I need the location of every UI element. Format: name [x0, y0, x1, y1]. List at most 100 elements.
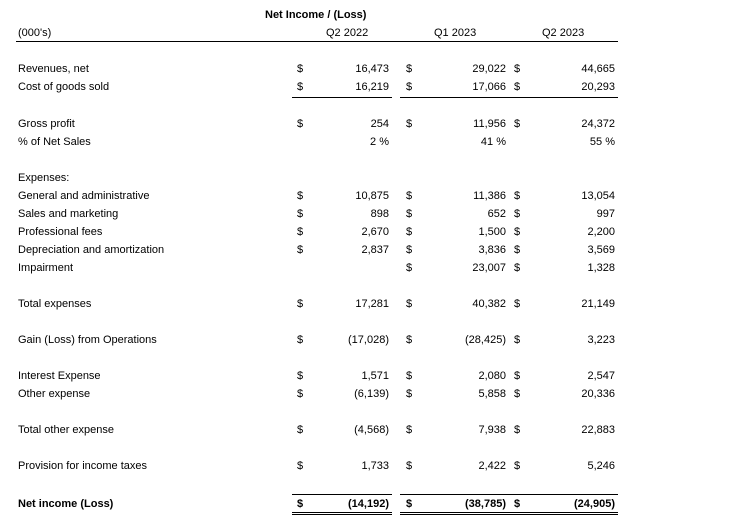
currency-symbol: $	[405, 208, 413, 220]
table-title: Net Income / (Loss)	[265, 9, 367, 21]
total-double-rule	[508, 514, 618, 515]
cell-value: 2,080	[478, 370, 506, 382]
currency-symbol: $	[296, 118, 304, 130]
cell-value: (28,425)	[465, 334, 506, 346]
cell-value: 44,665	[581, 63, 615, 75]
header-rule	[16, 41, 618, 42]
currency-symbol: $	[513, 298, 521, 310]
currency-symbol: $	[513, 424, 521, 436]
currency-symbol: $	[296, 81, 304, 93]
total-top-rule	[400, 494, 508, 495]
currency-symbol: $	[296, 298, 304, 310]
cell-value: 10,875	[355, 190, 389, 202]
cell-value: 2,670	[361, 226, 389, 238]
cell-value: 652	[487, 208, 506, 220]
cell-value: 2,422	[478, 460, 506, 472]
cell-value: 254	[370, 118, 389, 130]
currency-symbol: $	[513, 370, 521, 382]
currency-symbol: $	[296, 388, 304, 400]
cell-value: (14,192)	[348, 498, 389, 510]
total-bottom-rule	[292, 512, 392, 513]
currency-symbol: $	[405, 298, 413, 310]
currency-symbol: $	[296, 334, 304, 346]
currency-symbol: $	[405, 63, 413, 75]
currency-symbol: $	[296, 63, 304, 75]
currency-symbol: $	[405, 81, 413, 93]
cell-value: 997	[596, 208, 615, 220]
cell-value: 11,956	[473, 118, 506, 130]
currency-symbol: $	[405, 388, 413, 400]
total-double-rule	[292, 514, 392, 515]
currency-symbol: $	[405, 370, 413, 382]
currency-symbol: $	[513, 226, 521, 238]
currency-symbol: $	[513, 262, 521, 274]
cell-value: 7,938	[478, 424, 506, 436]
currency-symbol: $	[296, 244, 304, 256]
row-label: General and administrative	[18, 190, 150, 202]
subtotal-rule	[508, 97, 618, 98]
currency-symbol: $	[405, 262, 413, 274]
cell-value: 17,281	[355, 298, 389, 310]
row-label: Provision for income taxes	[18, 460, 147, 472]
row-label: Other expense	[18, 388, 91, 400]
column-header-q2-2022: Q2 2022	[326, 27, 369, 39]
cell-value: 13,054	[581, 190, 615, 202]
row-label: Total other expense	[18, 424, 115, 436]
currency-symbol: $	[405, 460, 413, 472]
cell-value: 2,547	[587, 370, 615, 382]
currency-symbol: $	[405, 244, 413, 256]
total-double-rule	[400, 514, 508, 515]
cell-value: 1,571	[361, 370, 389, 382]
currency-symbol: $	[296, 370, 304, 382]
currency-symbol: $	[513, 81, 521, 93]
total-bottom-rule	[400, 512, 508, 513]
cell-value: 2,200	[587, 226, 615, 238]
cell-value: (4,568)	[354, 424, 389, 436]
currency-symbol: $	[513, 190, 521, 202]
total-bottom-rule	[508, 512, 618, 513]
currency-symbol: $	[405, 424, 413, 436]
cell-value: 2,837	[361, 244, 389, 256]
units-label: (000's)	[18, 27, 52, 39]
row-label: % of Net Sales	[18, 136, 91, 148]
cell-value: 5,858	[478, 388, 506, 400]
cell-value: 11,386	[473, 190, 506, 202]
cell-value: 16,473	[355, 63, 389, 75]
currency-symbol: $	[513, 460, 521, 472]
currency-symbol: $	[405, 226, 413, 238]
row-label: Total expenses	[18, 298, 92, 310]
cell-value: 3,569	[587, 244, 615, 256]
total-top-rule	[292, 494, 392, 495]
cell-value: 898	[370, 208, 389, 220]
currency-symbol: $	[513, 244, 521, 256]
cell-value: 41 %	[480, 136, 506, 148]
currency-symbol: $	[296, 460, 304, 472]
row-label: Gross profit	[18, 118, 75, 130]
currency-symbol: $	[405, 118, 413, 130]
row-label: Impairment	[18, 262, 74, 274]
cell-value: 22,883	[581, 424, 615, 436]
column-header-q2-2023: Q2 2023	[542, 27, 585, 39]
row-label: Expenses:	[18, 172, 70, 184]
cell-value: 1,733	[361, 460, 389, 472]
row-label: Net income (Loss)	[18, 498, 114, 510]
currency-symbol: $	[405, 190, 413, 202]
row-label: Depreciation and amortization	[18, 244, 165, 256]
cell-value: 29,022	[472, 63, 506, 75]
cell-value: (38,785)	[465, 498, 506, 510]
cell-value: 21,149	[581, 298, 615, 310]
cell-value: 20,336	[581, 388, 615, 400]
row-label: Revenues, net	[18, 63, 89, 75]
cell-value: 3,223	[587, 334, 615, 346]
currency-symbol: $	[513, 118, 521, 130]
row-label: Interest Expense	[18, 370, 101, 382]
cell-value: 17,066	[472, 81, 506, 93]
currency-symbol: $	[513, 334, 521, 346]
cell-value: (17,028)	[348, 334, 389, 346]
row-label: Gain (Loss) from Operations	[18, 334, 157, 346]
cell-value: 2 %	[370, 136, 389, 148]
total-top-rule	[508, 494, 618, 495]
currency-symbol: $	[513, 63, 521, 75]
currency-symbol: $	[513, 208, 521, 220]
cell-value: 3,836	[478, 244, 506, 256]
